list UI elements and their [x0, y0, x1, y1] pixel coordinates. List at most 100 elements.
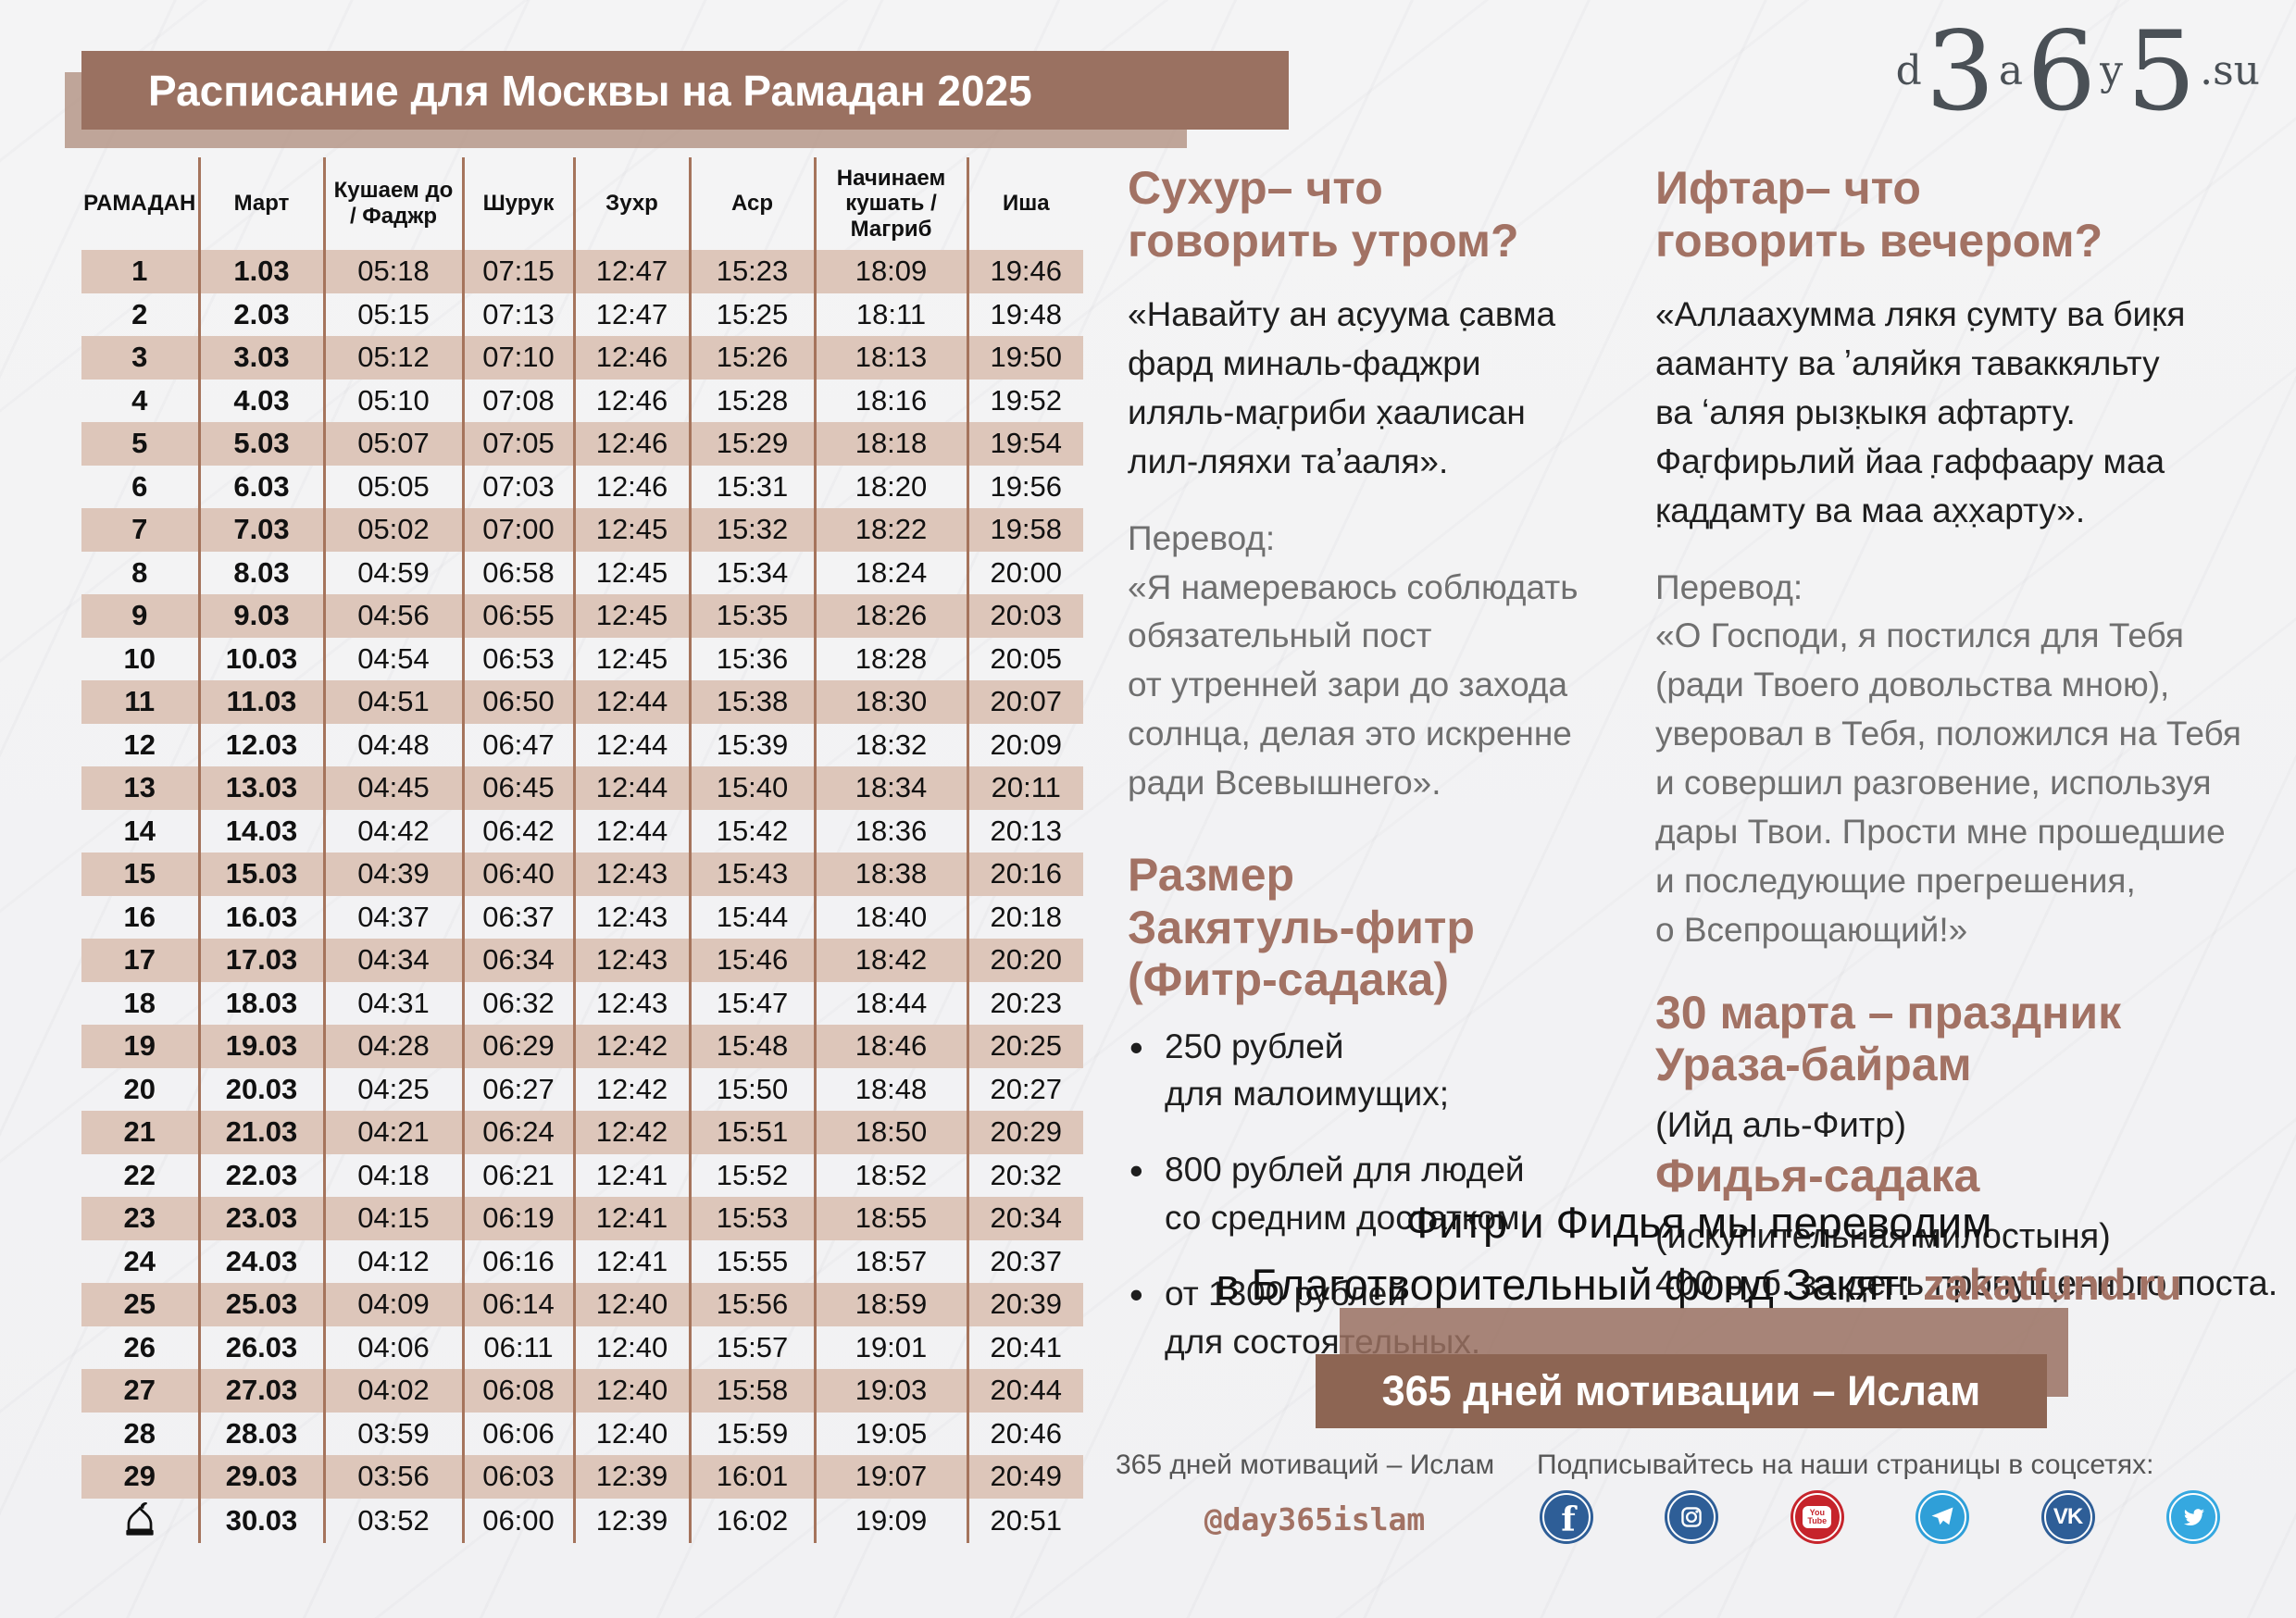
perevod-label: Перевод: — [1655, 567, 1803, 606]
fidya-subtitle: (искупительная милостыня) 400 руб. за ден… — [1655, 1214, 2285, 1309]
time-cell: 18:11 — [815, 292, 969, 336]
time-cell: 15:35 — [690, 594, 817, 638]
telegram-icon[interactable] — [1915, 1490, 1970, 1544]
time-cell: 06:34 — [463, 939, 576, 982]
time-cell: 18:46 — [815, 1025, 969, 1068]
date-cell: 22.03 — [199, 1153, 326, 1197]
time-cell: 04:48 — [324, 723, 465, 766]
column-header: Шурук — [463, 157, 576, 250]
time-cell: 06:19 — [463, 1197, 576, 1240]
table-row: 15 15.03 04:39 06:40 12:43 15:43 18:38 20:16 — [81, 853, 1083, 896]
time-cell: 07:15 — [463, 250, 576, 293]
iftar-translation-text: «О Господи, я постился для Тебя (ради Тв… — [1655, 616, 2241, 949]
time-cell: 20:18 — [990, 900, 1063, 933]
donation-line1: Фитр и Фидья мы переводим — [1405, 1198, 1992, 1247]
time-cell: 12:44 — [574, 723, 692, 766]
time-cell: 12:46 — [574, 422, 692, 466]
ramadan-day-cell: 10 — [81, 637, 201, 680]
ramadan-day-cell: 6 — [81, 465, 201, 508]
time-cell: 06:08 — [463, 1369, 576, 1413]
youtube-icon[interactable]: You Tube — [1790, 1490, 1844, 1544]
twitter-icon[interactable] — [2165, 1490, 2220, 1544]
time-cell: 05:10 — [324, 379, 465, 422]
time-cell: 12:45 — [574, 637, 692, 680]
ramadan-day-cell: 29 — [81, 1455, 201, 1499]
time-cell: 18:30 — [815, 680, 969, 724]
table-row: 18 18.03 04:31 06:32 12:43 15:47 18:44 20:23 — [81, 981, 1083, 1025]
time-cell: 15:55 — [690, 1239, 817, 1283]
ramadan-day-cell: 4 — [81, 379, 201, 422]
time-cell: 12:45 — [574, 551, 692, 594]
time-cell: 12:44 — [574, 680, 692, 724]
date-cell: 29.03 — [199, 1455, 326, 1499]
time-cell: 18:22 — [815, 508, 969, 552]
schedule-table: РАМАДАН Март Кушаем до / Фаджр Шурук Зухр Аср… — [81, 157, 1083, 1543]
time-cell: 05:02 — [324, 508, 465, 552]
holiday-subtitle: (Ийд аль-Фитр) — [1655, 1105, 1906, 1145]
vk-icon[interactable]: VK — [2040, 1490, 2095, 1544]
footer-brand: 365 дней мотиваций – Ислам — [1116, 1450, 1495, 1480]
table-row: 26 26.03 04:06 06:11 12:40 15:57 19:01 20:41 — [81, 1326, 1083, 1369]
time-cell: 04:34 — [324, 939, 465, 982]
time-cell: 20:37 — [990, 1244, 1063, 1277]
ramadan-day-cell — [81, 1498, 201, 1543]
logo-digit-3: 3 — [1925, 7, 1995, 135]
table-row: 28 28.03 03:59 06:06 12:40 15:59 19:05 20:46 — [81, 1412, 1083, 1455]
date-cell: 17.03 — [199, 939, 326, 982]
logo-letter-d: d — [1895, 47, 1922, 94]
time-cell: 04:59 — [324, 551, 465, 594]
iftar-heading: Ифтар– что говорить вечером? — [1655, 162, 2103, 267]
ramadan-day-cell: 23 — [81, 1197, 201, 1240]
ramadan-day-cell: 11 — [81, 680, 201, 724]
ramadan-day-cell: 19 — [81, 1025, 201, 1068]
date-cell: 8.03 — [199, 551, 326, 594]
zakat-heading: Размер Закятуль-фитр (Фитр-садака) — [1128, 849, 1475, 1006]
ramadan-day-cell: 8 — [81, 551, 201, 594]
table-row: 11 11.03 04:51 06:50 12:44 15:38 18:30 20:07 — [81, 680, 1083, 724]
ramadan-day-cell: 28 — [81, 1412, 201, 1455]
ramadan-day-cell: 15 — [81, 853, 201, 896]
time-cell: 12:41 — [574, 1197, 692, 1240]
ramadan-day-cell: 12 — [81, 723, 201, 766]
date-cell: 24.03 — [199, 1239, 326, 1283]
time-cell: 04:31 — [324, 981, 465, 1025]
time-cell: 06:32 — [463, 981, 576, 1025]
date-cell: 28.03 — [199, 1412, 326, 1455]
time-cell: 12:46 — [574, 379, 692, 422]
donation-note: Фитр и Фидья мы переводим в Благотворите… — [1111, 1192, 2287, 1315]
time-cell: 20:32 — [990, 1158, 1063, 1191]
column-header: Начинаем кушать / Магриб — [815, 157, 969, 250]
suhur-heading: Сухур– что говорить утром? — [1128, 162, 1519, 267]
time-cell: 03:52 — [324, 1498, 465, 1543]
time-cell: 15:58 — [690, 1369, 817, 1413]
time-cell: 15:26 — [690, 336, 817, 380]
time-cell: 12:40 — [574, 1369, 692, 1413]
time-cell: 04:51 — [324, 680, 465, 724]
social-handle[interactable]: @day365islam — [1204, 1501, 1426, 1537]
time-cell: 19:52 — [990, 383, 1063, 417]
table-row: 22 22.03 04:18 06:21 12:41 15:52 18:52 20:32 — [81, 1153, 1083, 1197]
date-cell: 3.03 — [199, 336, 326, 380]
instagram-icon[interactable] — [1665, 1490, 1719, 1544]
table-row: 5 5.03 05:07 07:05 12:46 15:29 18:18 19:54 — [81, 422, 1083, 466]
zakatfund-link[interactable]: zakatfund.ru — [1923, 1259, 2182, 1309]
date-cell: 4.03 — [199, 379, 326, 422]
time-cell: 15:59 — [690, 1412, 817, 1455]
date-cell: 19.03 — [199, 1025, 326, 1068]
zakat-bullet-list: 250 рублей для малоимущих; 800 рублей для… — [1128, 1021, 1628, 1366]
date-cell: 11.03 — [199, 680, 326, 724]
time-cell: 06:24 — [463, 1111, 576, 1154]
zakat-bullet: 800 рублей для людей со средним достатко… — [1128, 1144, 1628, 1242]
time-cell: 12:46 — [574, 465, 692, 508]
time-cell: 15:29 — [690, 422, 817, 466]
facebook-icon[interactable]: f — [1540, 1490, 1593, 1544]
time-cell: 20:39 — [990, 1288, 1063, 1321]
time-cell: 18:36 — [815, 809, 969, 853]
time-cell: 16:01 — [690, 1455, 817, 1499]
time-cell: 18:52 — [815, 1153, 969, 1197]
column-header: Март — [199, 157, 326, 250]
time-cell: 18:40 — [815, 895, 969, 939]
time-cell: 15:25 — [690, 292, 817, 336]
table-row: 25 25.03 04:09 06:14 12:40 15:56 18:59 20:39 — [81, 1283, 1083, 1326]
